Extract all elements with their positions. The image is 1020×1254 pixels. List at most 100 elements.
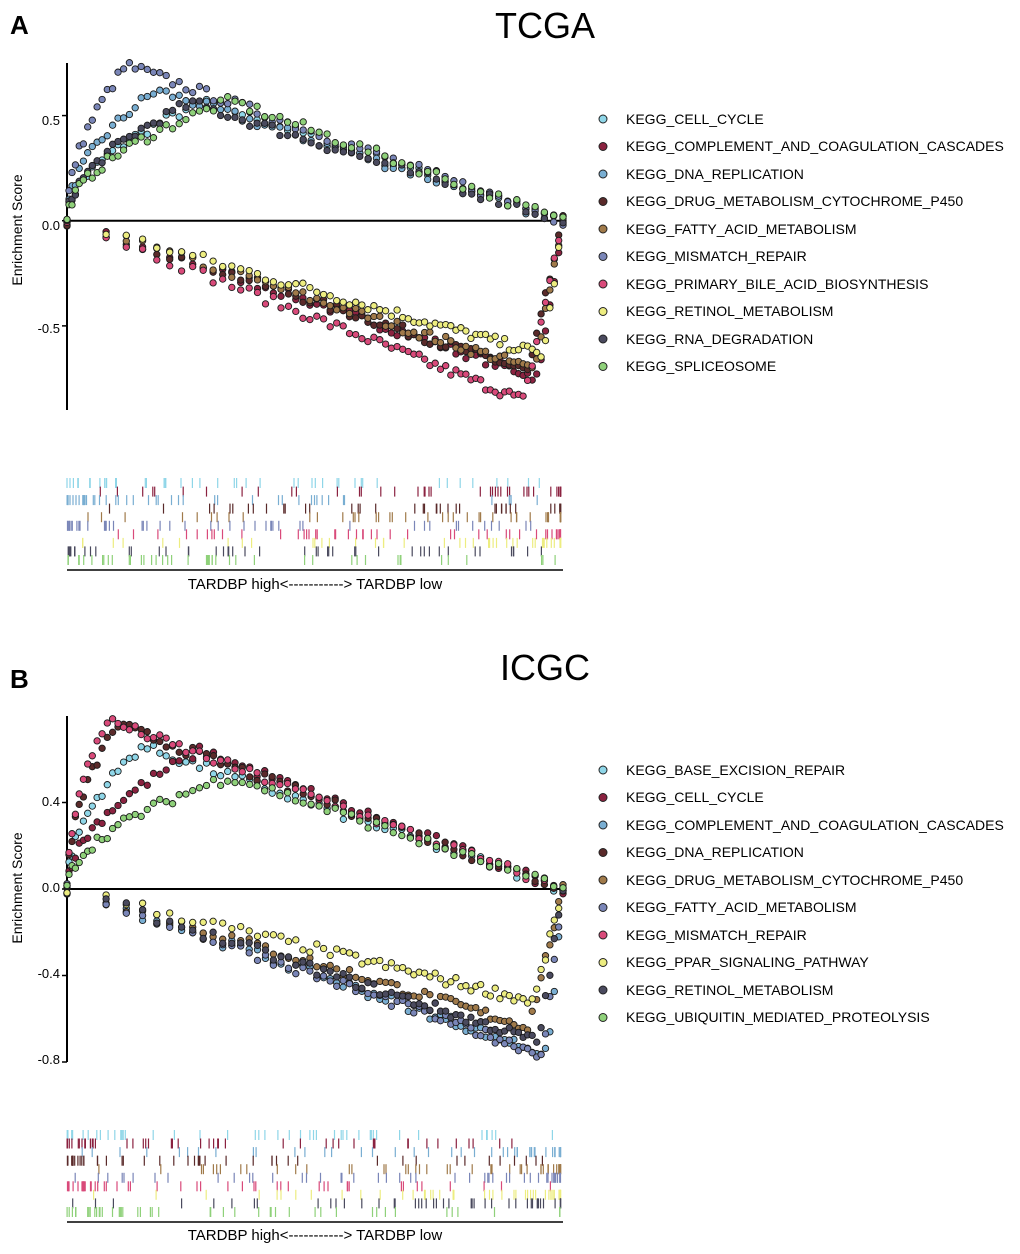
es-point	[246, 773, 254, 781]
es-point	[404, 967, 412, 975]
es-point	[277, 304, 285, 312]
es-point	[415, 993, 423, 1001]
es-point	[345, 309, 354, 318]
es-point	[345, 980, 354, 988]
es-point	[381, 340, 390, 348]
es-point	[291, 131, 300, 139]
es-point	[467, 1024, 475, 1032]
es-point	[237, 276, 245, 284]
es-point	[510, 997, 518, 1005]
es-point	[537, 310, 545, 318]
es-point	[398, 159, 406, 167]
es-point	[238, 99, 246, 107]
es-point	[415, 170, 423, 178]
legend-dot	[598, 930, 608, 940]
es-point	[246, 780, 254, 789]
es-point	[364, 337, 372, 346]
es-point	[364, 306, 372, 314]
es-point	[228, 273, 236, 281]
es-point	[277, 953, 285, 961]
es-point	[175, 791, 183, 799]
es-point	[491, 388, 499, 396]
es-point	[292, 307, 300, 316]
es-point	[253, 102, 261, 110]
es-point	[441, 175, 449, 183]
es-point	[177, 267, 186, 275]
es-point	[143, 65, 151, 74]
es-point	[531, 202, 539, 211]
legend-label: KEGG_COMPLEMENT_AND_COAGULATION_CASCADES	[626, 817, 1004, 833]
legend-item: KEGG_COMPLEMENT_AND_COAGULATION_CASCADES	[626, 138, 1004, 154]
es-point	[519, 392, 527, 400]
es-point	[550, 935, 558, 943]
es-point	[462, 1018, 470, 1026]
es-point	[269, 931, 278, 939]
legend-label: KEGG_SPLICEOSOME	[626, 358, 776, 374]
es-point	[358, 307, 366, 315]
es-point	[93, 737, 101, 745]
es-point	[333, 965, 341, 973]
es-point	[253, 941, 262, 950]
es-point	[339, 802, 348, 810]
es-point	[381, 963, 390, 972]
es-point	[459, 848, 467, 856]
y-tick-label: 0.5	[42, 113, 60, 128]
x-axis-label: TARDBP high<-----------> TARDBP low	[188, 576, 443, 593]
es-point	[306, 315, 314, 324]
es-point	[162, 798, 170, 806]
es-point	[546, 930, 554, 938]
es-point	[541, 991, 550, 1000]
es-point	[108, 121, 117, 129]
es-point	[323, 807, 331, 816]
es-point	[261, 770, 269, 778]
es-point	[523, 376, 532, 385]
es-point	[162, 743, 170, 751]
es-point	[315, 128, 323, 136]
es-point	[108, 85, 117, 93]
es-point	[231, 778, 239, 787]
es-point	[166, 255, 174, 264]
es-point	[505, 1024, 513, 1032]
es-point	[404, 992, 412, 1001]
es-point	[358, 975, 366, 984]
es-point	[119, 114, 128, 122]
es-point	[555, 236, 563, 245]
es-point	[79, 851, 88, 860]
es-point	[358, 335, 366, 343]
es-point	[68, 837, 76, 846]
es-point	[143, 781, 151, 789]
es-point	[237, 265, 245, 273]
es-point	[224, 756, 232, 764]
es-point	[122, 909, 130, 917]
es-point	[231, 773, 239, 781]
es-point	[98, 819, 106, 828]
es-point	[98, 95, 106, 104]
es-point	[182, 115, 190, 124]
es-point	[505, 387, 513, 395]
es-point	[356, 140, 364, 148]
es-point	[514, 346, 523, 354]
es-point	[442, 1007, 450, 1015]
es-point	[84, 169, 92, 177]
es-point	[175, 120, 183, 128]
es-point	[114, 68, 122, 76]
es-point	[284, 281, 293, 289]
es-point	[119, 814, 128, 822]
es-point	[523, 999, 532, 1007]
es-point	[406, 834, 415, 842]
es-point	[182, 758, 190, 766]
legend-label: KEGG_CELL_CYCLE	[626, 789, 764, 805]
es-point	[292, 936, 300, 944]
es-point	[307, 800, 315, 808]
es-point	[261, 787, 269, 795]
es-point	[467, 1013, 475, 1021]
es-point	[477, 1032, 485, 1040]
es-point	[138, 906, 147, 914]
es-point	[143, 92, 151, 101]
es-point	[209, 107, 218, 115]
es-point	[195, 107, 204, 115]
es-point	[472, 1003, 480, 1012]
es-point	[182, 103, 190, 112]
es-point	[436, 365, 445, 373]
